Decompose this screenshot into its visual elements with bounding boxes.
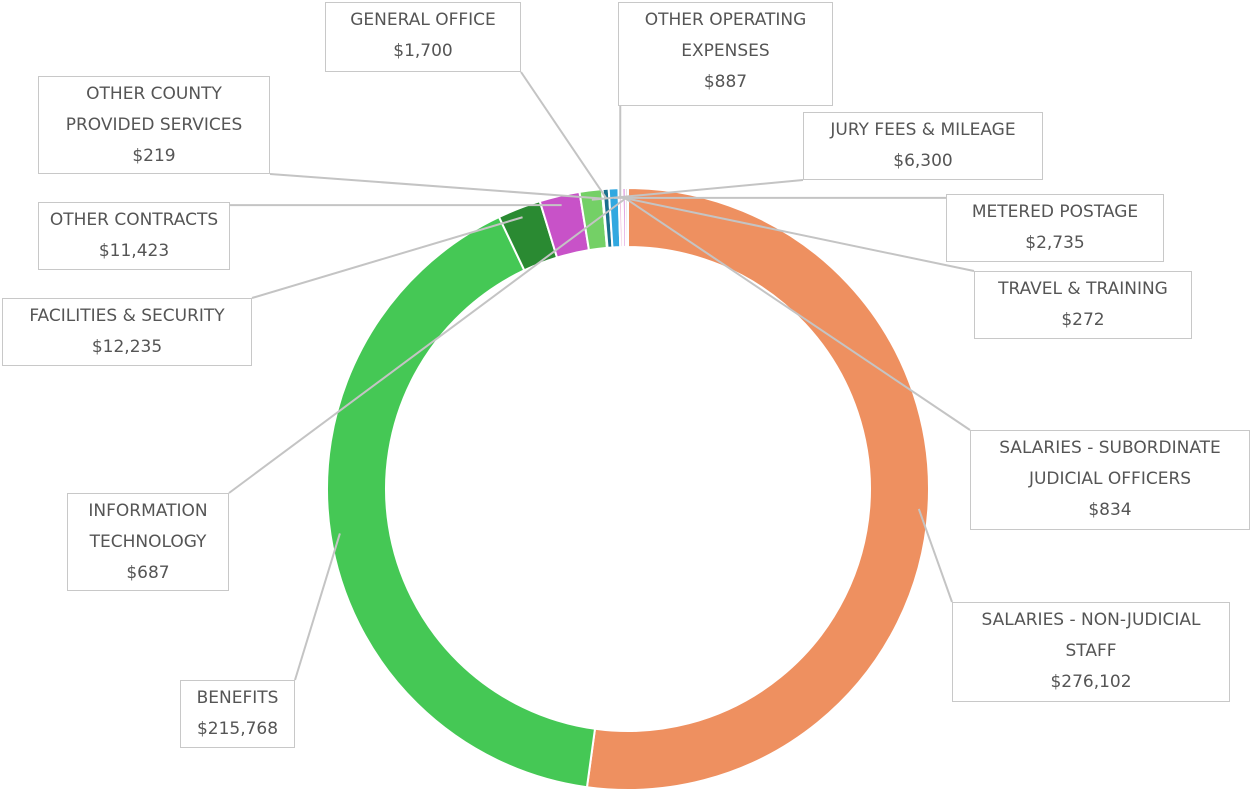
label-name: FACILITIES & SECURITY (29, 306, 225, 326)
leader-line (228, 196, 628, 494)
donut-slice (624, 186, 629, 249)
leader-line (591, 179, 804, 201)
label-name: GENERAL OFFICE (350, 10, 496, 30)
label-name: OTHER OPERATING EXPENSES (644, 10, 807, 61)
data-label: OTHER OPERATING EXPENSES $887 (618, 2, 833, 106)
leader-line (623, 196, 971, 431)
label-name: TRAVEL & TRAINING (998, 279, 1168, 299)
data-label: TRAVEL & TRAINING $272 (974, 271, 1192, 339)
label-value: $2,735 (1025, 233, 1085, 253)
leader-line (520, 71, 608, 199)
leader-line (269, 173, 604, 200)
label-name: METERED POSTAGE (971, 202, 1139, 222)
label-value: $834 (1088, 500, 1132, 520)
data-label: FACILITIES & SECURITY $12,235 (2, 298, 252, 366)
label-value: $11,423 (98, 241, 170, 261)
label-value: $1,700 (393, 41, 453, 61)
label-name: INFORMATION TECHNOLOGY (88, 501, 208, 552)
label-name: SALARIES - SUBORDINATE JUDICIAL OFFICERS (999, 438, 1221, 489)
data-label: OTHER COUNTY PROVIDED SERVICES $219 (38, 76, 270, 174)
label-value: $887 (703, 72, 748, 92)
label-value: $6,300 (893, 151, 953, 171)
label-value: $272 (1061, 310, 1105, 330)
label-value: $219 (132, 146, 176, 166)
leader-line (622, 196, 975, 272)
data-label: JURY FEES & MILEAGE $6,300 (803, 112, 1043, 180)
data-label: INFORMATION TECHNOLOGY $687 (67, 493, 229, 591)
data-label: SALARIES - NON-JUDICIAL STAFF $276,102 (952, 602, 1230, 702)
data-label: SALARIES - SUBORDINATE JUDICIAL OFFICERS… (970, 430, 1250, 530)
data-label: METERED POSTAGE $2,735 (946, 194, 1164, 262)
donut-slice (326, 215, 597, 789)
label-name: OTHER COUNTY PROVIDED SERVICES (65, 84, 243, 135)
data-label: GENERAL OFFICE $1,700 (325, 2, 521, 72)
donut-slice (585, 186, 930, 791)
label-value: $215,768 (196, 719, 279, 739)
leader-line (251, 216, 523, 299)
label-value: $687 (126, 563, 170, 583)
label-name: JURY FEES & MILEAGE (830, 120, 1016, 140)
data-label: BENEFITS $215,768 (180, 680, 295, 748)
leader-line (917, 508, 953, 603)
label-value: $12,235 (91, 337, 163, 357)
data-label: OTHER CONTRACTS $11,423 (38, 202, 230, 270)
label-name: BENEFITS (196, 688, 279, 708)
leader-line (294, 533, 341, 681)
label-name: OTHER CONTRACTS (49, 210, 219, 230)
label-name: SALARIES - NON-JUDICIAL STAFF (981, 610, 1201, 661)
label-value: $276,102 (1050, 672, 1132, 692)
